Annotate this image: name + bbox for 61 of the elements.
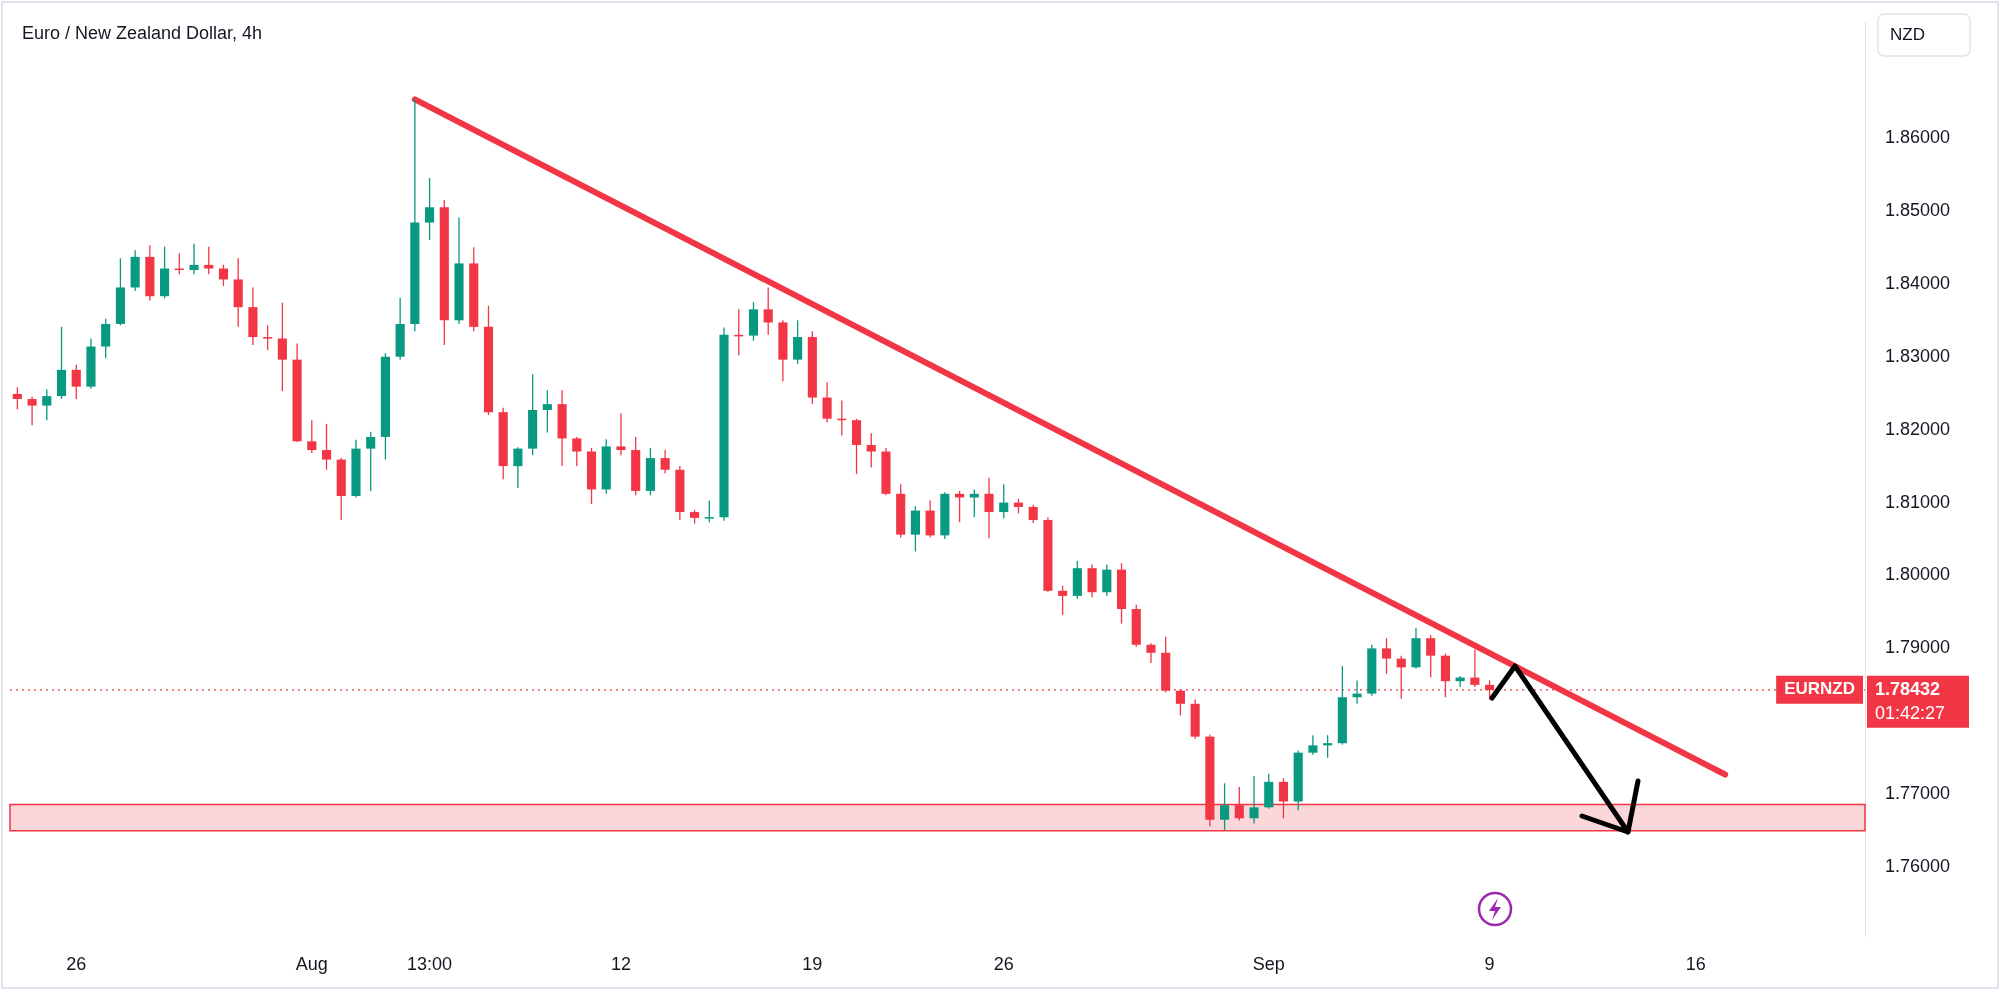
candlestick	[984, 477, 994, 539]
candlestick	[71, 364, 81, 400]
candlestick	[822, 381, 832, 424]
x-tick-label: 9	[1484, 954, 1495, 975]
y-tick-label: 1.80000	[1885, 564, 1951, 585]
chart-title: Euro / New Zealand Dollar, 4h	[22, 22, 263, 43]
y-tick-label: 1.84000	[1885, 272, 1951, 293]
candlestick	[1058, 585, 1068, 616]
x-tick-label: 12	[610, 954, 631, 975]
candlestick	[101, 318, 111, 359]
text: 01:42:27	[1875, 702, 1946, 723]
candlestick	[1470, 649, 1480, 688]
candlestick	[277, 302, 287, 392]
candlestick	[1323, 734, 1333, 759]
candlestick	[218, 264, 229, 287]
candlestick	[616, 412, 626, 456]
candlestick	[189, 243, 199, 275]
candlestick	[1381, 637, 1392, 675]
y-tick-label: 1.85000	[1885, 199, 1951, 220]
candlestick	[763, 286, 773, 336]
candlestick	[42, 388, 52, 421]
x-tick-label: 26	[993, 954, 1014, 975]
candlestick	[263, 324, 273, 351]
ref-line-label: 1.78432	[1875, 678, 1941, 699]
y-tick-label: 1.79000	[1885, 637, 1951, 658]
candlestick	[1249, 775, 1259, 825]
candlestick	[12, 386, 22, 410]
candlestick	[513, 446, 523, 489]
candlestick	[321, 423, 332, 471]
candlestick	[1102, 563, 1112, 597]
candlestick	[542, 389, 552, 434]
y-tick-label: 1.83000	[1885, 345, 1951, 366]
candlestick	[1220, 782, 1230, 831]
candlestick	[866, 432, 876, 469]
candlestick	[572, 436, 582, 467]
candlestick	[999, 483, 1009, 520]
candlestick	[704, 499, 714, 523]
candlestick	[27, 396, 37, 426]
x-tick-label: 16	[1685, 954, 1706, 975]
candlestick	[1146, 642, 1156, 664]
candlestick	[660, 449, 670, 475]
candlestick	[793, 319, 803, 365]
x-tick-label: 13:00	[407, 954, 453, 975]
y-tick-label: 1.86000	[1885, 126, 1951, 147]
candlestick	[366, 431, 376, 492]
annotation: EURNZD	[1784, 679, 1856, 699]
candlestick	[425, 177, 435, 241]
x-tick-label: Sep	[1252, 954, 1285, 975]
candlestick	[204, 245, 214, 275]
candlestick	[307, 419, 317, 454]
y-axis-title: NZD	[1890, 24, 1925, 44]
y-tick-label: 1.82000	[1885, 418, 1951, 439]
candlestick	[1426, 634, 1436, 679]
y-tick-label: 1.76000	[1885, 856, 1951, 877]
x-tick-label: 19	[802, 954, 823, 975]
y-tick-label: 1.77000	[1885, 783, 1951, 804]
candlestick	[1308, 734, 1318, 756]
candlestick	[1028, 504, 1038, 524]
x-tick-label: Aug	[295, 954, 328, 975]
y-tick-label: 1.81000	[1885, 491, 1951, 512]
x-tick-label: 26	[66, 954, 87, 975]
